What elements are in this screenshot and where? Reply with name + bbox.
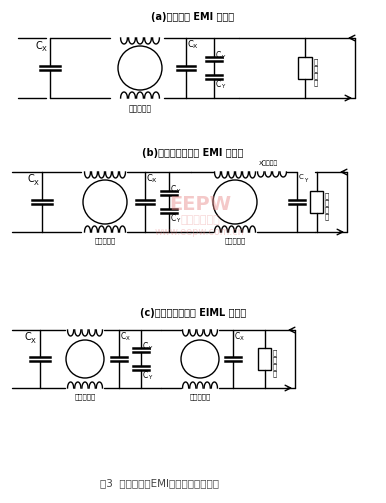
Text: C: C: [171, 214, 176, 223]
Text: Y: Y: [148, 346, 151, 351]
Bar: [298, 57, 312, 79]
Text: X: X: [126, 336, 130, 341]
Text: 電: 電: [325, 199, 329, 206]
Text: (c)高频增强型直流 EIML 滤波器: (c)高频增强型直流 EIML 滤波器: [140, 308, 246, 318]
Text: X: X: [42, 46, 47, 52]
Text: C: C: [36, 41, 43, 51]
Text: 阻: 阻: [325, 213, 329, 220]
Text: 電: 電: [314, 65, 318, 71]
Text: 阻: 阻: [273, 370, 277, 377]
Text: 共模扼流圈: 共模扼流圈: [129, 104, 152, 113]
Bar: [310, 191, 323, 213]
Text: C: C: [121, 332, 126, 341]
Text: 電: 電: [273, 356, 277, 363]
Text: 图3  实际使用的EMI滤波器的网络结构: 图3 实际使用的EMI滤波器的网络结构: [100, 478, 219, 488]
Text: C: C: [188, 40, 194, 49]
Text: www.eepw.com.cn: www.eepw.com.cn: [155, 227, 245, 237]
Text: X: X: [152, 178, 156, 183]
Text: 阻: 阻: [314, 79, 318, 86]
Text: X模扼流圈: X模扼流圈: [259, 160, 278, 165]
Text: EEPW: EEPW: [169, 196, 231, 214]
Text: C: C: [299, 174, 304, 180]
Text: 電: 電: [314, 72, 318, 78]
Text: X: X: [34, 180, 39, 186]
Text: 共模扼流圈: 共模扼流圈: [94, 237, 116, 243]
Text: Y: Y: [304, 178, 307, 183]
Text: 共模扼流圈: 共模扼流圈: [224, 237, 245, 243]
Text: 共模扼流圈: 共模扼流圈: [74, 393, 96, 399]
Text: 放: 放: [273, 349, 277, 356]
Text: (b)共模增强型电源 EMI 滤波器: (b)共模增强型电源 EMI 滤波器: [142, 148, 244, 158]
Text: 共模扼流圈: 共模扼流圈: [190, 393, 211, 399]
Text: C: C: [216, 51, 221, 60]
Text: 电子产品世界: 电子产品世界: [180, 215, 220, 225]
Text: Y: Y: [176, 218, 179, 223]
Text: 放: 放: [314, 58, 318, 64]
Text: C: C: [147, 174, 153, 183]
Text: C: C: [28, 174, 35, 184]
Text: Y: Y: [176, 189, 179, 194]
Text: C: C: [171, 185, 176, 194]
Text: (a)基本电源 EMI 滤波器: (a)基本电源 EMI 滤波器: [151, 12, 235, 22]
Text: C: C: [235, 332, 240, 341]
Text: X: X: [240, 336, 244, 341]
Text: 電: 電: [325, 206, 329, 213]
Text: C: C: [25, 332, 32, 342]
Text: Y: Y: [221, 55, 224, 60]
Text: Y: Y: [221, 84, 224, 89]
Text: 放: 放: [325, 192, 329, 199]
Bar: [259, 348, 271, 370]
Text: C: C: [216, 80, 221, 89]
Text: C: C: [143, 371, 148, 380]
Text: C: C: [143, 342, 148, 351]
Text: Y: Y: [148, 375, 151, 380]
Text: X: X: [193, 44, 197, 49]
Text: 電: 電: [273, 363, 277, 370]
Text: X: X: [31, 338, 36, 344]
